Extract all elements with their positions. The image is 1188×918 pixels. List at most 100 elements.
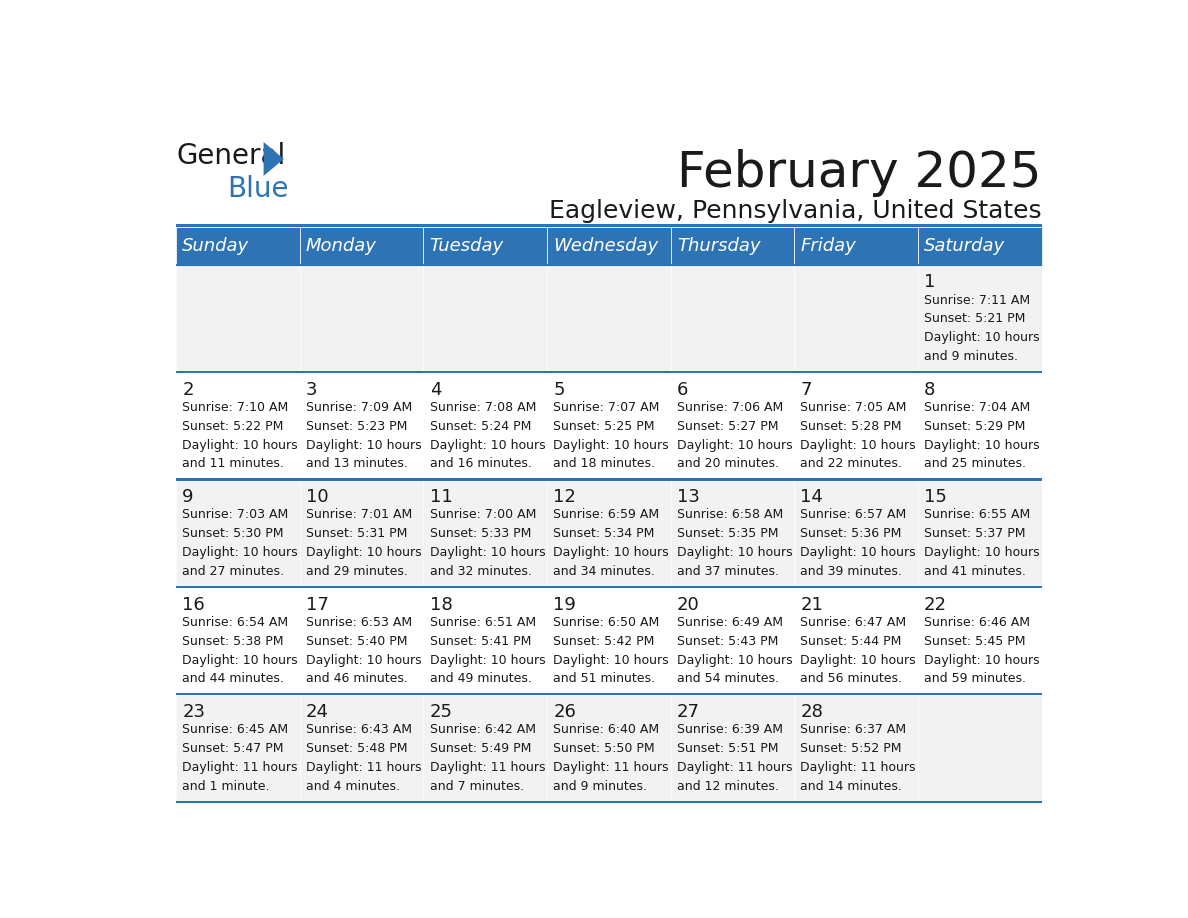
- Text: Sunset: 5:52 PM: Sunset: 5:52 PM: [801, 742, 902, 756]
- Text: Sunset: 5:34 PM: Sunset: 5:34 PM: [554, 527, 655, 541]
- Bar: [546, 588, 671, 696]
- Text: Daylight: 10 hours: Daylight: 10 hours: [182, 439, 298, 452]
- Bar: [546, 696, 671, 803]
- Text: Sunrise: 7:10 AM: Sunrise: 7:10 AM: [182, 401, 289, 414]
- Text: and 25 minutes.: and 25 minutes.: [924, 457, 1026, 470]
- Text: and 13 minutes.: and 13 minutes.: [307, 457, 407, 470]
- Text: Sunset: 5:38 PM: Sunset: 5:38 PM: [182, 634, 284, 648]
- Text: Sunset: 5:48 PM: Sunset: 5:48 PM: [307, 742, 407, 756]
- Text: and 44 minutes.: and 44 minutes.: [182, 672, 284, 686]
- Text: Sunrise: 6:37 AM: Sunrise: 6:37 AM: [801, 723, 906, 736]
- Text: Daylight: 11 hours: Daylight: 11 hours: [677, 761, 792, 774]
- Bar: [671, 588, 795, 696]
- Bar: [423, 227, 546, 265]
- Text: Sunrise: 7:05 AM: Sunrise: 7:05 AM: [801, 401, 906, 414]
- Text: Daylight: 10 hours: Daylight: 10 hours: [307, 546, 422, 559]
- Text: Daylight: 11 hours: Daylight: 11 hours: [182, 761, 298, 774]
- Bar: [918, 265, 1042, 373]
- Bar: [176, 693, 1042, 696]
- Text: 12: 12: [554, 488, 576, 506]
- Bar: [795, 480, 918, 588]
- Text: Daylight: 11 hours: Daylight: 11 hours: [307, 761, 422, 774]
- Bar: [546, 227, 671, 265]
- Text: Sunset: 5:43 PM: Sunset: 5:43 PM: [677, 634, 778, 648]
- Text: Daylight: 10 hours: Daylight: 10 hours: [801, 654, 916, 666]
- Polygon shape: [264, 142, 284, 176]
- Bar: [918, 227, 1042, 265]
- Text: 15: 15: [924, 488, 947, 506]
- Bar: [795, 265, 918, 373]
- Text: Sunrise: 6:43 AM: Sunrise: 6:43 AM: [307, 723, 412, 736]
- Text: Friday: Friday: [801, 237, 857, 255]
- Text: Daylight: 10 hours: Daylight: 10 hours: [924, 654, 1040, 666]
- Text: Sunset: 5:22 PM: Sunset: 5:22 PM: [182, 420, 284, 433]
- Text: Daylight: 10 hours: Daylight: 10 hours: [801, 546, 916, 559]
- Text: Sunrise: 7:06 AM: Sunrise: 7:06 AM: [677, 401, 783, 414]
- Text: and 16 minutes.: and 16 minutes.: [430, 457, 531, 470]
- Text: Sunrise: 6:39 AM: Sunrise: 6:39 AM: [677, 723, 783, 736]
- Text: Sunrise: 6:59 AM: Sunrise: 6:59 AM: [554, 509, 659, 521]
- Text: Sunday: Sunday: [182, 237, 249, 255]
- Text: Sunrise: 7:04 AM: Sunrise: 7:04 AM: [924, 401, 1030, 414]
- Bar: [423, 480, 546, 588]
- Text: Daylight: 10 hours: Daylight: 10 hours: [677, 654, 792, 666]
- Text: Thursday: Thursday: [677, 237, 760, 255]
- Text: Sunrise: 6:45 AM: Sunrise: 6:45 AM: [182, 723, 289, 736]
- Text: 20: 20: [677, 596, 700, 613]
- Text: and 9 minutes.: and 9 minutes.: [924, 350, 1018, 363]
- Text: and 46 minutes.: and 46 minutes.: [307, 672, 407, 686]
- Text: and 51 minutes.: and 51 minutes.: [554, 672, 656, 686]
- Text: 10: 10: [307, 488, 329, 506]
- Bar: [176, 263, 1042, 265]
- Text: Daylight: 11 hours: Daylight: 11 hours: [554, 761, 669, 774]
- Text: 4: 4: [430, 381, 441, 398]
- Text: 1: 1: [924, 274, 935, 291]
- Text: Sunset: 5:50 PM: Sunset: 5:50 PM: [554, 742, 655, 756]
- Bar: [546, 480, 671, 588]
- Text: Sunrise: 7:09 AM: Sunrise: 7:09 AM: [307, 401, 412, 414]
- Text: and 9 minutes.: and 9 minutes.: [554, 779, 647, 793]
- Text: and 20 minutes.: and 20 minutes.: [677, 457, 779, 470]
- Text: Sunset: 5:24 PM: Sunset: 5:24 PM: [430, 420, 531, 433]
- Text: Sunrise: 6:54 AM: Sunrise: 6:54 AM: [182, 616, 289, 629]
- Text: Sunset: 5:35 PM: Sunset: 5:35 PM: [677, 527, 778, 541]
- Bar: [299, 480, 423, 588]
- Text: and 59 minutes.: and 59 minutes.: [924, 672, 1026, 686]
- Text: Sunset: 5:33 PM: Sunset: 5:33 PM: [430, 527, 531, 541]
- Text: Sunrise: 6:49 AM: Sunrise: 6:49 AM: [677, 616, 783, 629]
- Text: and 11 minutes.: and 11 minutes.: [182, 457, 284, 470]
- Text: Daylight: 10 hours: Daylight: 10 hours: [677, 439, 792, 452]
- Bar: [546, 373, 671, 480]
- Bar: [176, 696, 299, 803]
- Text: Daylight: 10 hours: Daylight: 10 hours: [677, 546, 792, 559]
- Text: Sunset: 5:47 PM: Sunset: 5:47 PM: [182, 742, 284, 756]
- Text: Sunrise: 7:07 AM: Sunrise: 7:07 AM: [554, 401, 659, 414]
- Text: and 7 minutes.: and 7 minutes.: [430, 779, 524, 793]
- Text: 26: 26: [554, 703, 576, 721]
- Bar: [671, 696, 795, 803]
- Text: 2: 2: [182, 381, 194, 398]
- Text: Sunset: 5:29 PM: Sunset: 5:29 PM: [924, 420, 1025, 433]
- Text: Sunset: 5:31 PM: Sunset: 5:31 PM: [307, 527, 407, 541]
- Bar: [176, 586, 1042, 588]
- Text: Sunrise: 6:58 AM: Sunrise: 6:58 AM: [677, 509, 783, 521]
- Text: Sunrise: 6:47 AM: Sunrise: 6:47 AM: [801, 616, 906, 629]
- Text: 5: 5: [554, 381, 564, 398]
- Text: Daylight: 10 hours: Daylight: 10 hours: [182, 654, 298, 666]
- Text: and 54 minutes.: and 54 minutes.: [677, 672, 779, 686]
- Bar: [176, 227, 299, 265]
- Bar: [795, 373, 918, 480]
- Text: 17: 17: [307, 596, 329, 613]
- Text: 18: 18: [430, 596, 453, 613]
- Text: 27: 27: [677, 703, 700, 721]
- Bar: [299, 227, 423, 265]
- Text: Daylight: 10 hours: Daylight: 10 hours: [182, 546, 298, 559]
- Bar: [176, 800, 1042, 803]
- Text: 11: 11: [430, 488, 453, 506]
- Text: Daylight: 11 hours: Daylight: 11 hours: [801, 761, 916, 774]
- Text: Sunset: 5:36 PM: Sunset: 5:36 PM: [801, 527, 902, 541]
- Text: Daylight: 10 hours: Daylight: 10 hours: [430, 654, 545, 666]
- Text: and 29 minutes.: and 29 minutes.: [307, 565, 407, 578]
- Text: Sunset: 5:40 PM: Sunset: 5:40 PM: [307, 634, 407, 648]
- Text: Daylight: 10 hours: Daylight: 10 hours: [307, 654, 422, 666]
